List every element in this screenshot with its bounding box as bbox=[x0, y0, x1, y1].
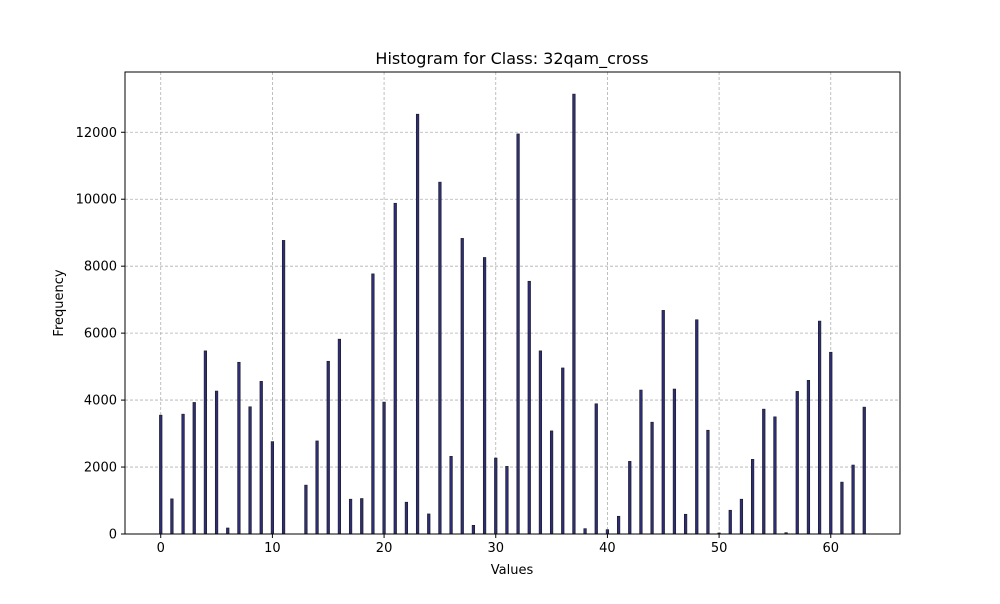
y-tick-label: 8000 bbox=[84, 260, 117, 275]
y-tick-label: 4000 bbox=[84, 394, 117, 409]
histogram-bar bbox=[829, 351, 833, 535]
y-axis-label: Frequency bbox=[52, 269, 67, 336]
histogram-bar bbox=[817, 320, 822, 535]
histogram-bar bbox=[348, 498, 353, 535]
bars bbox=[159, 93, 866, 535]
histogram-bar bbox=[494, 457, 498, 535]
x-tick-label: 50 bbox=[711, 541, 728, 556]
histogram-bar bbox=[583, 528, 587, 535]
histogram-bar bbox=[248, 406, 252, 535]
histogram-bar bbox=[628, 461, 632, 535]
histogram-bar bbox=[304, 484, 308, 535]
x-ticks: 0 10 20 30 40 50 60 bbox=[157, 534, 839, 556]
histogram-bar bbox=[460, 238, 464, 535]
histogram-bar bbox=[661, 310, 665, 535]
histogram-bar bbox=[438, 181, 442, 535]
histogram-bar bbox=[226, 527, 230, 535]
histogram-bar bbox=[750, 459, 755, 535]
chart-title: Histogram for Class: 32qam_cross bbox=[375, 49, 648, 69]
histogram-bar bbox=[549, 430, 554, 535]
histogram-bar bbox=[706, 429, 710, 535]
histogram-bar bbox=[639, 389, 643, 535]
y-tick-label: 12000 bbox=[76, 126, 117, 141]
histogram-bar bbox=[404, 501, 409, 535]
histogram-bar bbox=[650, 421, 654, 535]
histogram-bar bbox=[851, 464, 855, 535]
histogram-bar bbox=[159, 414, 163, 535]
histogram-bar bbox=[471, 524, 476, 535]
x-tick-label: 30 bbox=[487, 541, 504, 556]
histogram-bar bbox=[516, 133, 520, 535]
histogram-bar bbox=[605, 529, 610, 535]
histogram-bar bbox=[561, 367, 565, 535]
histogram-bar bbox=[214, 390, 219, 535]
histogram-bar bbox=[538, 350, 543, 535]
histogram-bar bbox=[728, 509, 732, 535]
histogram-bar bbox=[672, 388, 677, 535]
histogram-bar bbox=[259, 381, 263, 535]
histogram-bar bbox=[203, 350, 208, 535]
histogram-bar bbox=[594, 403, 598, 535]
histogram-bar bbox=[170, 498, 174, 535]
x-axis-label: Values bbox=[491, 563, 534, 578]
x-tick-label: 10 bbox=[264, 541, 281, 556]
x-tick-label: 40 bbox=[599, 541, 616, 556]
histogram-bar bbox=[795, 391, 799, 535]
histogram-bar bbox=[695, 319, 699, 535]
histogram-bar bbox=[572, 93, 576, 535]
histogram-bar bbox=[315, 440, 319, 535]
histogram-bar bbox=[237, 361, 241, 535]
histogram-bar bbox=[482, 257, 487, 535]
y-tick-label: 0 bbox=[109, 528, 117, 543]
histogram-bar bbox=[371, 273, 375, 535]
histogram-bar bbox=[616, 515, 621, 535]
histogram-bar bbox=[806, 380, 811, 535]
y-tick-label: 6000 bbox=[84, 327, 117, 342]
histogram-bar bbox=[762, 408, 766, 535]
x-tick-label: 20 bbox=[376, 541, 393, 556]
histogram-bar bbox=[773, 416, 777, 535]
histogram-bar bbox=[360, 498, 364, 535]
histogram-bar bbox=[862, 406, 866, 535]
histogram-bar bbox=[281, 240, 286, 535]
histogram-bar bbox=[427, 513, 431, 535]
x-tick-label: 0 bbox=[157, 541, 165, 556]
grid-lines bbox=[125, 72, 900, 535]
histogram-bar bbox=[449, 456, 453, 535]
histogram-bar bbox=[739, 498, 744, 535]
histogram-bar bbox=[683, 513, 688, 535]
histogram-bar bbox=[192, 402, 196, 535]
y-tick-label: 2000 bbox=[84, 461, 117, 476]
histogram-bar bbox=[505, 466, 509, 535]
histogram-bar bbox=[527, 280, 531, 535]
y-ticks: 0 2000 4000 6000 8000 10000 12000 bbox=[76, 126, 125, 543]
histogram-bar bbox=[326, 360, 330, 535]
histogram-bar bbox=[181, 413, 185, 535]
histogram-bar bbox=[337, 338, 342, 535]
histogram-bar bbox=[840, 481, 844, 535]
histogram-bar bbox=[382, 401, 386, 535]
histogram-bar bbox=[415, 113, 420, 535]
histogram-bar bbox=[393, 202, 397, 535]
y-tick-label: 10000 bbox=[76, 193, 117, 208]
histogram-bar bbox=[270, 441, 275, 535]
plot-frame bbox=[124, 71, 901, 535]
x-tick-label: 60 bbox=[822, 541, 839, 556]
